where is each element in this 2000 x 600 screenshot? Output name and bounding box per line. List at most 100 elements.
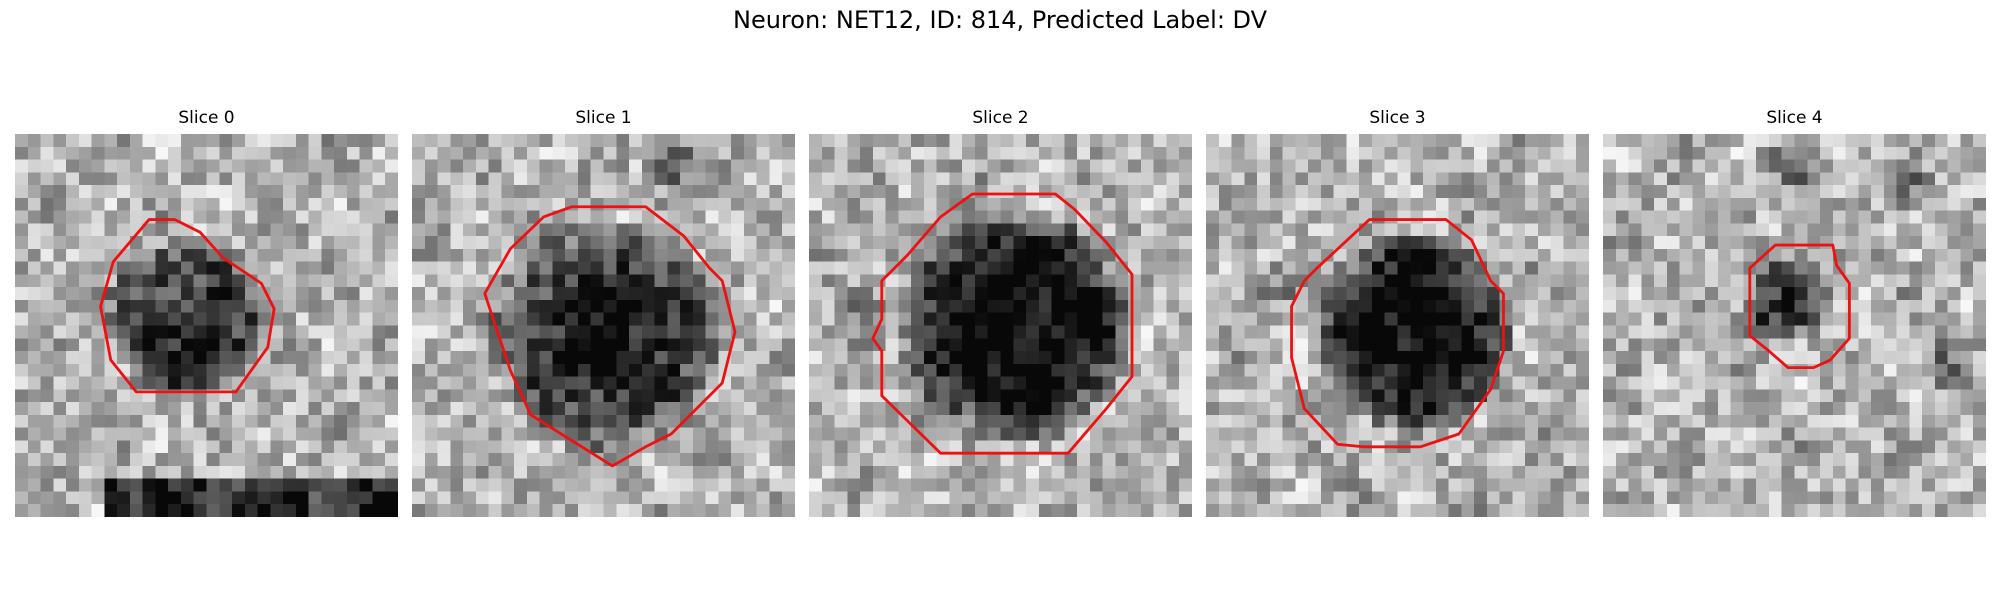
image-pixel [514,504,528,517]
image-pixel [334,197,348,211]
image-pixel [718,185,732,199]
image-pixel [180,134,194,148]
image-pixel [1282,312,1296,326]
image-pixel [936,402,950,416]
image-pixel [1692,427,1706,441]
image-pixel [1705,312,1719,326]
image-pixel [1140,299,1154,313]
image-pixel [1000,440,1014,454]
image-pixel [1000,427,1014,441]
image-pixel [809,427,823,441]
image-pixel [1013,478,1027,492]
image-pixel [244,185,258,199]
image-pixel [1730,453,1744,467]
image-pixel [911,185,925,199]
image-pixel [1089,453,1103,467]
image-pixel [1423,287,1437,301]
image-pixel [1512,172,1526,186]
image-pixel [1947,287,1961,301]
image-pixel [911,504,925,517]
image-pixel [1179,197,1192,211]
image-pixel [1781,261,1795,275]
image-pixel [424,478,438,492]
image-pixel [1333,376,1347,390]
image-pixel [1257,159,1271,173]
image-pixel [1051,363,1065,377]
image-pixel [692,159,706,173]
image-pixel [731,427,745,441]
image-pixel [1089,465,1103,479]
image-pixel [463,261,477,275]
image-pixel [923,159,937,173]
image-pixel [1397,299,1411,313]
image-pixel [1295,210,1309,224]
image-pixel [1807,223,1821,237]
image-pixel [424,287,438,301]
image-pixel [1679,210,1693,224]
image-pixel [1512,210,1526,224]
image-pixel [974,351,988,365]
image-pixel [1832,325,1846,339]
image-pixel [437,274,451,288]
image-pixel [1359,159,1373,173]
image-pixel [590,274,604,288]
image-pixel [155,134,169,148]
image-pixel [168,248,182,262]
image-pixel [1934,491,1948,505]
image-pixel [1038,491,1052,505]
image-pixel [1654,197,1668,211]
image-pixel [1692,465,1706,479]
image-pixel [718,402,732,416]
image-pixel [1051,504,1065,517]
image-pixel [1654,453,1668,467]
image-pixel [346,338,360,352]
image-pixel [514,414,528,428]
image-pixel [295,402,309,416]
image-pixel [168,236,182,250]
image-pixel [40,261,54,275]
image-pixel [1064,134,1078,148]
image-pixel [1896,134,1910,148]
image-pixel [987,376,1001,390]
image-pixel [193,146,207,160]
image-pixel [1038,197,1052,211]
image-pixel [667,299,681,313]
image-pixel [1576,402,1589,416]
image-pixel [193,197,207,211]
image-pixel [1615,453,1629,467]
image-pixel [1845,376,1859,390]
image-pixel [756,325,770,339]
image-pixel [1371,478,1385,492]
image-pixel [359,261,373,275]
image-pixel [1550,134,1564,148]
image-pixel [974,223,988,237]
image-pixel [117,210,131,224]
image-pixel [1026,478,1040,492]
image-pixel [809,172,823,186]
image-pixel [1512,376,1526,390]
image-pixel [565,465,579,479]
image-pixel [911,299,925,313]
image-pixel [872,210,886,224]
image-pixel [1140,159,1154,173]
image-pixel [514,197,528,211]
image-pixel [1231,299,1245,313]
image-pixel [769,414,783,428]
image-pixel [1166,261,1180,275]
image-pixel [1871,351,1885,365]
image-pixel [117,185,131,199]
image-pixel [680,325,694,339]
image-pixel [359,440,373,454]
image-pixel [1000,453,1014,467]
image-pixel [1308,287,1322,301]
image-pixel [911,146,925,160]
image-pixel [911,402,925,416]
image-pixel [1128,325,1142,339]
image-pixel [1960,197,1974,211]
image-pixel [616,261,630,275]
image-pixel [1282,197,1296,211]
image-pixel [1909,261,1923,275]
image-pixel [1423,491,1437,505]
image-pixel [526,159,540,173]
image-pixel [168,478,182,492]
